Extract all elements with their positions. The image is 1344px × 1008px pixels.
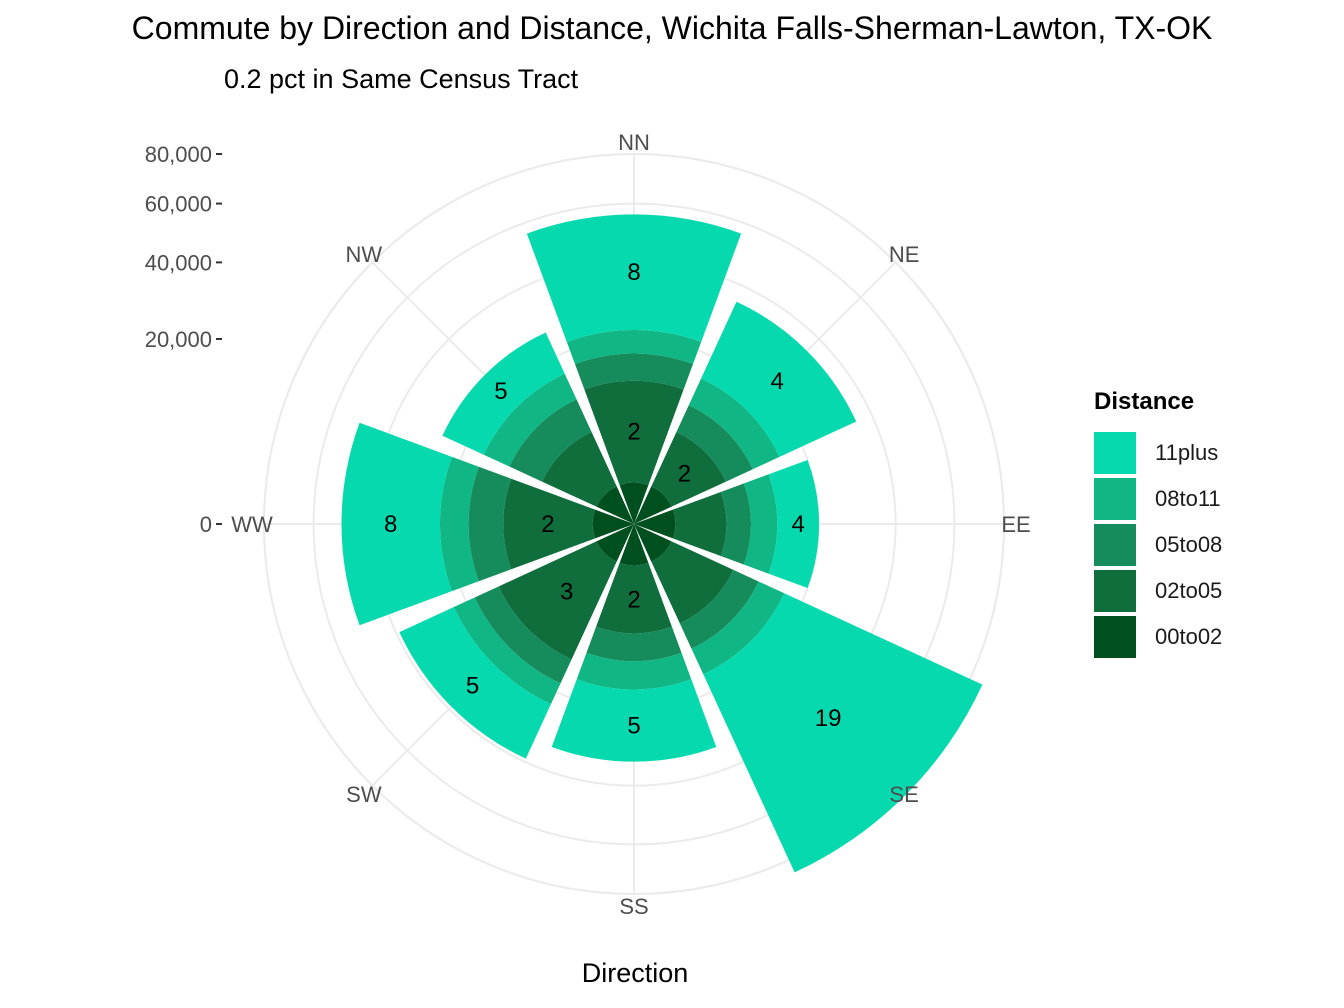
chart-subtitle: 0.2 pct in Same Census Tract <box>224 64 579 94</box>
y-tick-label: 20,000 <box>145 327 212 352</box>
bar-segment-NN-00to02 <box>619 482 649 524</box>
inner-label-SW: 3 <box>560 578 573 605</box>
legend-label: 02to05 <box>1155 578 1223 603</box>
bar-segment-NW-05to08 <box>509 399 592 482</box>
x-tick-label-NW: NW <box>346 242 383 267</box>
bar-segment-NW-02to05 <box>541 431 617 507</box>
x-axis-label: Direction <box>581 958 689 988</box>
y-tick-label: 80,000 <box>145 142 212 167</box>
bar-segment-WW-08to11 <box>439 456 479 592</box>
bar-segment-SW-08to11 <box>453 597 561 705</box>
legend-key <box>1094 432 1136 474</box>
bar-segment-NN-05to08 <box>574 353 694 390</box>
data-label-SE: 19 <box>815 705 842 732</box>
y-axis: 0 20,000 40,000 60,000 80,000 <box>145 142 222 537</box>
data-label-SS: 5 <box>627 713 640 740</box>
bar-segment-SE-08to11 <box>691 581 785 675</box>
bar-segment-NN-08to11 <box>566 329 702 364</box>
bar-segment-NW-00to02 <box>596 486 634 524</box>
x-tick-label-SS: SS <box>619 894 648 919</box>
bar-segment-NE-00to02 <box>634 486 672 524</box>
bar-segment-EE-05to08 <box>720 483 752 565</box>
legend-item-05to08: 05to08 <box>1094 522 1222 568</box>
legend-label: 11plus <box>1155 440 1219 465</box>
legend-label: 08to11 <box>1155 486 1221 511</box>
bar-segment-SS-02to05 <box>596 562 672 634</box>
legend-key <box>1094 478 1136 520</box>
bar-segment-NW-11plus <box>442 332 565 455</box>
legend-item-08to11: 08to11 <box>1094 476 1222 522</box>
legend-item-00to02: 00to02 <box>1094 614 1222 660</box>
bars <box>341 214 983 873</box>
bar-segment-SW-05to08 <box>474 586 572 684</box>
bar-segment-SW-00to02 <box>596 524 634 562</box>
x-tick-label-NN: NN <box>618 130 650 155</box>
bar-segment-EE-11plus <box>768 459 819 589</box>
legend-key <box>1094 616 1136 658</box>
data-label-WW: 8 <box>384 511 397 538</box>
x-tick-label-WW: WW <box>231 512 273 537</box>
legend-item-11plus: 11plus <box>1094 430 1222 476</box>
data-label-EE: 4 <box>791 511 804 538</box>
bar-segment-SS-05to08 <box>586 626 682 662</box>
data-label-NW: 5 <box>494 378 507 405</box>
legend-key <box>1094 524 1136 566</box>
bar-segment-NE-05to08 <box>676 405 753 482</box>
inner-label-SS: 2 <box>627 586 640 613</box>
data-label-NE: 4 <box>770 368 783 395</box>
inner-label-NE: 2 <box>678 461 691 488</box>
bar-segment-SE-05to08 <box>679 569 759 649</box>
bar-segment-SW-11plus <box>399 607 551 759</box>
x-tick-labels: NN NE EE SE SS SW WW NW <box>231 130 1030 919</box>
legend-item-02to05: 02to05 <box>1094 568 1222 614</box>
inner-label-WW: 2 <box>541 511 554 538</box>
bar-segment-WW-00to02 <box>592 509 634 539</box>
bar-segment-EE-08to11 <box>743 474 778 574</box>
x-tick-label-EE: EE <box>1001 512 1030 537</box>
bar-segment-SS-11plus <box>551 679 717 762</box>
bar-segment-SE-02to05 <box>651 541 734 624</box>
bar-segment-NE-08to11 <box>688 378 780 470</box>
bar-segment-SS-08to11 <box>576 652 692 690</box>
bar-segment-EE-02to05 <box>672 491 727 557</box>
bar-segment-NN-11plus <box>526 214 742 342</box>
bar-segment-SE-11plus <box>703 593 983 873</box>
bar-segment-NW-08to11 <box>483 373 577 467</box>
bar-segment-SE-00to02 <box>634 524 672 562</box>
bar-segment-WW-05to08 <box>468 466 512 582</box>
data-labels: 8 4 4 19 5 5 8 5 2 2 2 3 2 <box>384 259 841 739</box>
x-tick-label-SW: SW <box>346 782 382 807</box>
y-tick-label: 40,000 <box>145 250 212 275</box>
x-tick-label-SE: SE <box>889 782 918 807</box>
y-tick-label: 0 <box>200 512 212 537</box>
bar-segment-WW-02to05 <box>503 478 596 570</box>
x-tick-label-NE: NE <box>889 242 920 267</box>
y-tick-label: 60,000 <box>145 192 212 217</box>
bar-segment-WW-11plus <box>341 422 452 626</box>
legend-key <box>1094 570 1136 612</box>
bar-segment-SS-00to02 <box>619 524 649 566</box>
data-label-SW: 5 <box>466 672 479 699</box>
bar-segment-NE-02to05 <box>651 431 727 507</box>
legend-title: Distance <box>1094 388 1195 415</box>
legend-label: 00to02 <box>1155 624 1223 649</box>
data-label-NN: 8 <box>627 259 640 286</box>
bar-segment-SW-02to05 <box>498 541 617 660</box>
chart-title: Commute by Direction and Distance, Wichi… <box>131 10 1213 46</box>
bar-segment-NE-11plus <box>701 301 857 457</box>
bar-segment-NN-02to05 <box>584 380 684 486</box>
legend-label: 05to08 <box>1155 532 1223 557</box>
inner-label-NN: 2 <box>627 419 640 446</box>
legend: Distance 11plus 08to11 05to08 02to05 00to02 <box>1094 388 1222 660</box>
bar-segment-EE-00to02 <box>634 509 676 539</box>
